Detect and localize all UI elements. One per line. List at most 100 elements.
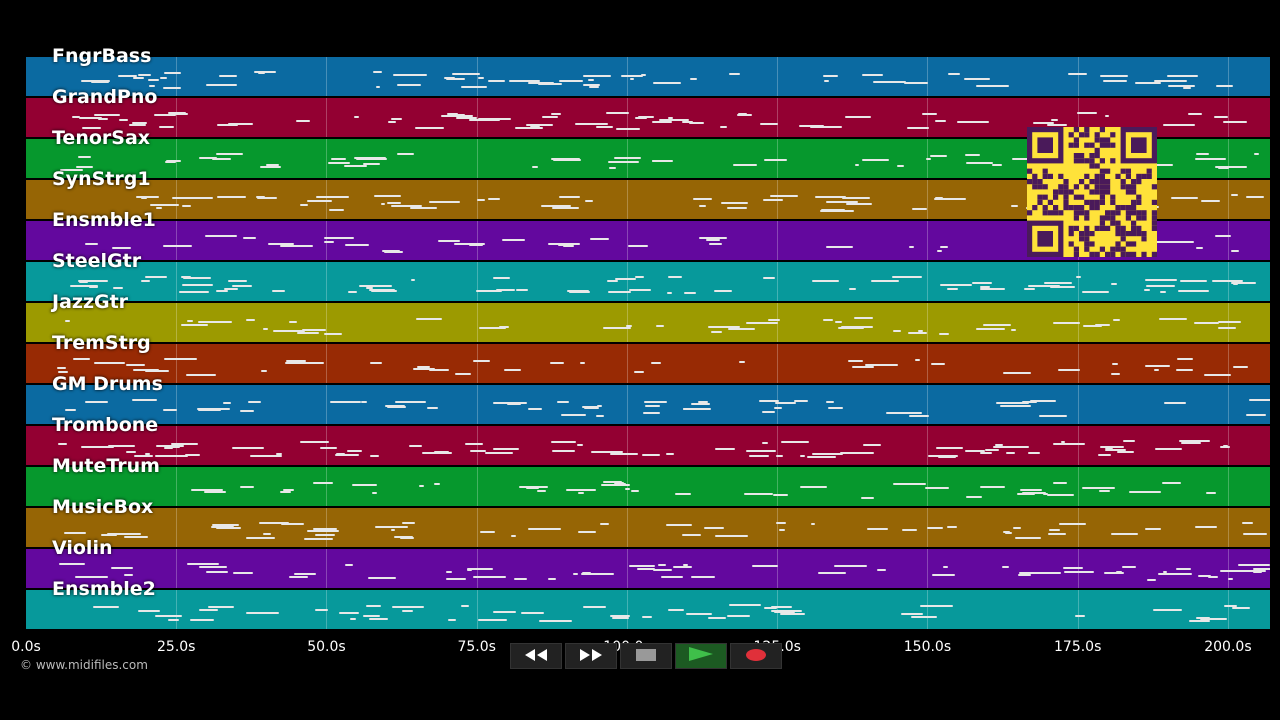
note-mark xyxy=(897,165,904,168)
note-mark xyxy=(348,291,357,294)
note-mark xyxy=(995,402,1029,405)
note-mark xyxy=(1189,619,1210,622)
grid-line xyxy=(777,221,778,260)
note-mark xyxy=(933,198,966,201)
note-mark xyxy=(893,330,901,333)
note-mark xyxy=(1128,490,1161,493)
note-mark xyxy=(276,452,282,455)
copyright-text: © www.midifiles.com xyxy=(20,658,148,672)
note-mark xyxy=(429,368,449,371)
note-mark xyxy=(387,121,396,124)
note-mark xyxy=(80,446,115,449)
note-mark xyxy=(865,363,899,366)
note-mark xyxy=(550,113,561,116)
grid-line xyxy=(927,180,928,219)
note-mark xyxy=(155,454,188,457)
note-mark xyxy=(306,530,340,533)
note-mark xyxy=(495,289,515,292)
grid-line xyxy=(927,221,928,260)
note-mark xyxy=(910,615,937,618)
note-mark xyxy=(707,616,726,619)
note-mark xyxy=(775,455,784,458)
note-mark xyxy=(198,409,221,412)
note-mark xyxy=(316,196,350,199)
note-mark xyxy=(665,524,693,527)
note-mark xyxy=(736,113,753,116)
note-mark xyxy=(444,76,455,79)
note-mark xyxy=(540,204,571,207)
note-mark xyxy=(386,406,406,409)
note-mark xyxy=(1153,79,1188,82)
note-mark xyxy=(746,322,778,325)
note-mark xyxy=(336,452,346,455)
track-label: JazzGtr xyxy=(52,291,129,313)
note-mark xyxy=(665,452,674,455)
note-mark xyxy=(282,488,294,491)
note-mark xyxy=(410,206,437,209)
record-button[interactable] xyxy=(730,643,782,669)
note-mark xyxy=(358,285,393,288)
note-mark xyxy=(1176,358,1194,361)
note-mark xyxy=(1212,279,1244,282)
grid-line xyxy=(477,262,478,301)
note-mark xyxy=(708,325,741,328)
note-mark xyxy=(1233,283,1238,286)
note-mark xyxy=(574,122,608,125)
note-mark xyxy=(131,399,158,402)
grid-line xyxy=(777,508,778,547)
note-mark xyxy=(302,329,327,332)
note-mark xyxy=(590,237,609,240)
note-mark xyxy=(480,530,495,533)
note-mark xyxy=(975,328,1005,331)
note-mark xyxy=(582,84,601,87)
note-mark xyxy=(975,84,1010,87)
note-mark xyxy=(697,401,708,404)
note-mark xyxy=(963,78,990,81)
note-mark xyxy=(620,74,643,77)
note-mark xyxy=(689,77,698,80)
note-mark xyxy=(1082,486,1115,489)
note-mark xyxy=(1105,114,1110,117)
note-mark xyxy=(528,81,555,84)
note-mark xyxy=(580,573,614,576)
note-mark xyxy=(1060,441,1065,444)
fast-forward-button[interactable] xyxy=(565,643,617,669)
note-mark xyxy=(363,615,381,618)
note-mark xyxy=(578,530,597,533)
note-mark xyxy=(1230,194,1238,197)
note-mark xyxy=(258,522,289,525)
note-mark xyxy=(437,239,461,242)
note-mark xyxy=(123,573,133,576)
track-lane xyxy=(26,303,1270,342)
note-mark xyxy=(303,537,334,540)
note-mark xyxy=(216,153,243,156)
time-tick-label: 25.0s xyxy=(157,639,196,655)
note-mark xyxy=(1100,445,1125,448)
note-mark xyxy=(162,409,177,412)
note-mark xyxy=(504,369,521,372)
grid-line xyxy=(176,344,177,383)
note-mark xyxy=(587,79,595,82)
note-mark xyxy=(85,242,99,245)
note-mark xyxy=(1175,369,1194,372)
note-mark xyxy=(508,79,540,82)
piano-roll xyxy=(26,57,1270,631)
note-mark xyxy=(1217,326,1236,329)
note-mark xyxy=(1220,569,1250,572)
note-mark xyxy=(454,243,486,246)
note-mark xyxy=(72,358,90,361)
stop-icon xyxy=(635,647,657,666)
note-mark xyxy=(806,455,836,458)
grid-line xyxy=(477,221,478,260)
stop-button[interactable] xyxy=(620,643,672,669)
note-mark xyxy=(233,571,253,574)
play-button[interactable] xyxy=(675,643,727,669)
note-mark xyxy=(396,153,415,155)
rewind-button[interactable] xyxy=(510,643,562,669)
note-mark xyxy=(824,79,830,82)
note-mark xyxy=(658,119,690,122)
grid-line xyxy=(627,385,628,424)
note-mark xyxy=(155,615,183,618)
note-mark xyxy=(464,443,484,446)
note-mark xyxy=(1027,284,1061,287)
